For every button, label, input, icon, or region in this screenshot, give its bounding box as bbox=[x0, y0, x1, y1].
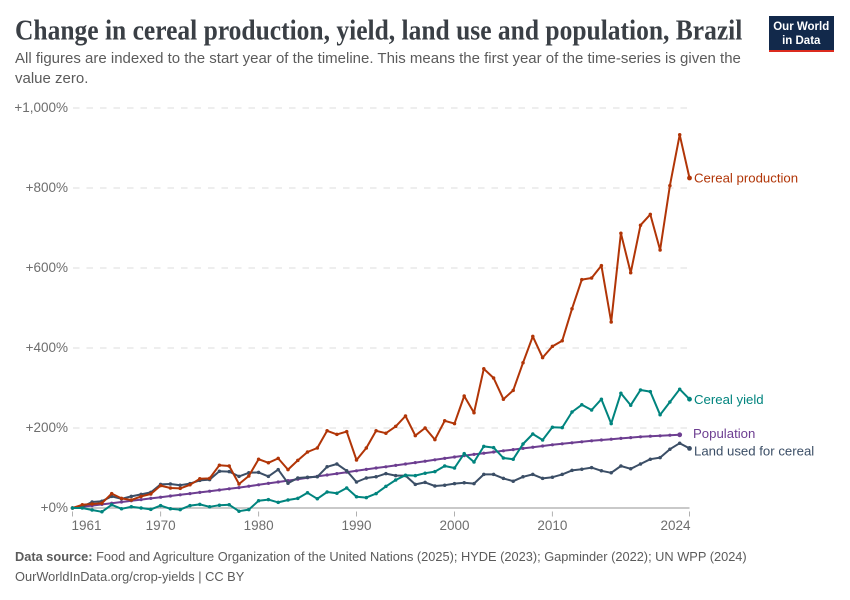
svg-text:+400%: +400% bbox=[26, 340, 68, 355]
svg-text:2000: 2000 bbox=[439, 518, 469, 533]
svg-text:Land used for cereal: Land used for cereal bbox=[694, 444, 814, 459]
svg-text:+0%: +0% bbox=[41, 500, 68, 515]
svg-text:2024: 2024 bbox=[660, 518, 691, 533]
svg-text:+600%: +600% bbox=[26, 260, 68, 275]
svg-text:+800%: +800% bbox=[26, 180, 68, 195]
svg-text:1990: 1990 bbox=[341, 518, 371, 533]
svg-text:1980: 1980 bbox=[244, 518, 274, 533]
svg-text:Cereal production: Cereal production bbox=[694, 171, 798, 186]
svg-text:1961: 1961 bbox=[72, 518, 102, 533]
svg-text:+200%: +200% bbox=[26, 420, 68, 435]
svg-text:1970: 1970 bbox=[146, 518, 176, 533]
svg-text:Cereal yield: Cereal yield bbox=[694, 392, 764, 407]
svg-text:+1,000%: +1,000% bbox=[14, 100, 68, 115]
svg-text:2010: 2010 bbox=[537, 518, 567, 533]
svg-text:Population: Population bbox=[693, 426, 755, 441]
